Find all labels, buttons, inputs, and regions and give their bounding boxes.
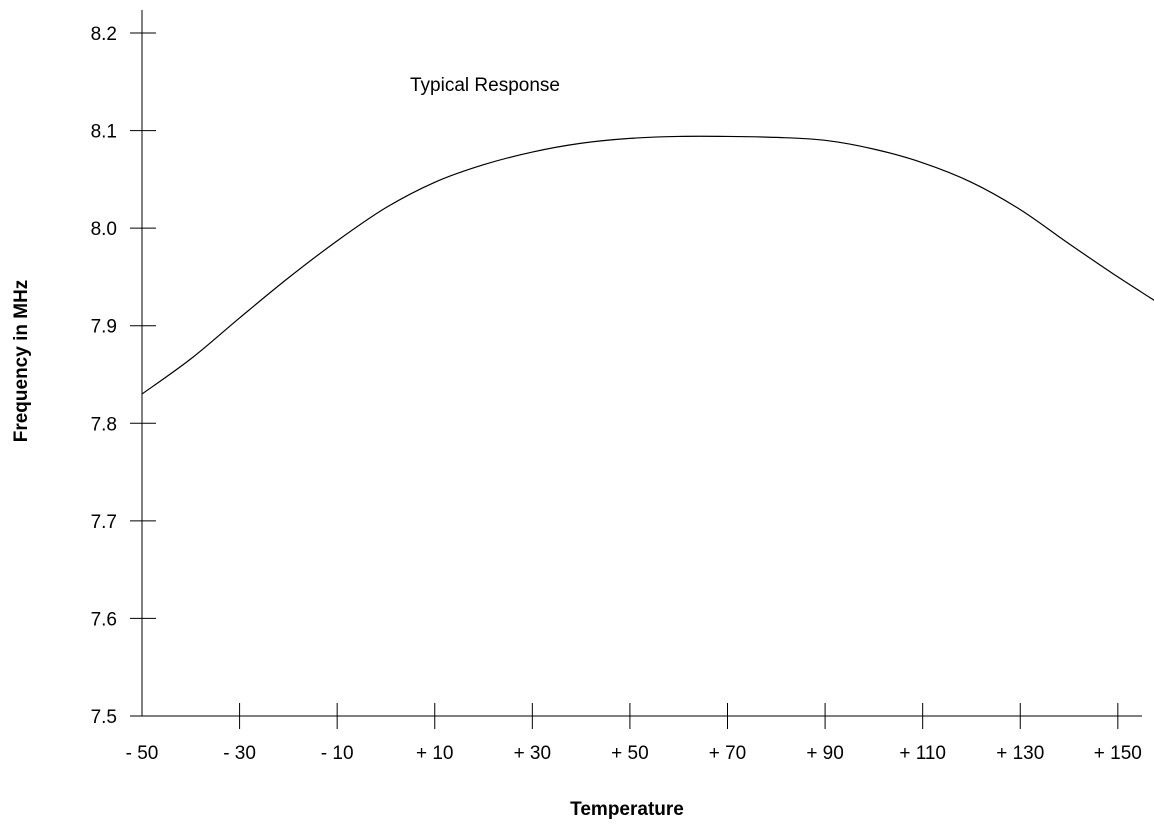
x-tick-label: + 110 — [899, 743, 946, 764]
y-axis-ticks: 7.5 7.6 7.7 7.8 7.9 8.0 8.1 8.2 — [91, 24, 156, 728]
x-tick-label: + 150 — [1094, 743, 1142, 764]
y-axis-title: Frequency in MHz — [11, 280, 32, 443]
y-tick-label: 8.2 — [91, 24, 117, 45]
x-tick-label: + 130 — [996, 743, 1044, 764]
y-tick-label: 7.9 — [91, 317, 117, 338]
x-tick-label: + 90 — [806, 743, 844, 764]
x-axis-ticks: - 50 - 30 - 10 + 10 + 30 + 50 + 70 + 90 + 110 + 1… — [126, 703, 1142, 764]
x-axis-title: Temperature — [570, 799, 684, 820]
y-tick-label: 7.7 — [91, 512, 117, 533]
series-line — [141, 135, 1154, 395]
y-tick-label: 8.0 — [91, 219, 117, 240]
x-tick-label: - 50 — [126, 743, 159, 764]
y-tick-label: 7.6 — [91, 609, 117, 630]
chart-annotation: Typical Response — [410, 75, 560, 96]
y-tick-label: 7.8 — [91, 414, 117, 435]
x-tick-label: - 10 — [321, 743, 354, 764]
x-tick-label: + 30 — [514, 743, 552, 764]
x-tick-label: + 70 — [709, 743, 747, 764]
x-tick-label: + 10 — [416, 743, 454, 764]
x-tick-label: - 30 — [223, 743, 256, 764]
y-tick-label: 7.5 — [91, 707, 117, 728]
x-tick-label: + 50 — [611, 743, 649, 764]
y-tick-label: 8.1 — [91, 122, 117, 143]
